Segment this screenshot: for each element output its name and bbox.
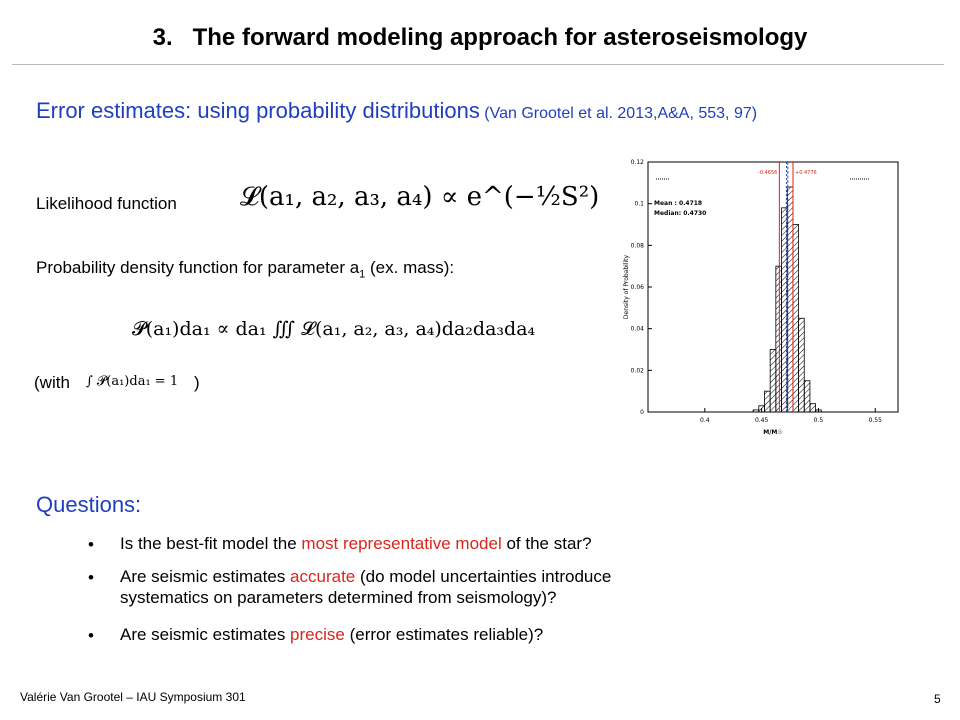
y-tick-label: 0.02	[631, 367, 645, 374]
y-tick-label: 0.12	[631, 159, 645, 166]
y-tick-label: 0.1	[634, 201, 644, 208]
likelihood-equation: 𝓛(a₁, a₂, a₃, a₄) ∝ e^(−½S²)	[240, 182, 600, 212]
with-open: (with	[34, 373, 70, 392]
histogram-bars	[752, 186, 822, 413]
normalization-equation: ∫ 𝓟(a₁)da₁ = 1	[86, 374, 179, 389]
question-1-highlight: most representative model	[301, 534, 502, 553]
histogram-bar	[803, 380, 811, 413]
section-heading: Error estimates: using probability distr…	[36, 98, 757, 124]
question-1-text: Is the best-fit model the	[120, 534, 302, 553]
question-1: Is the best-fit model the most represent…	[120, 533, 592, 554]
footer-author: Valérie Van Grootel – IAU Symposium 301	[20, 690, 246, 704]
x-tick-label: 0.5	[814, 417, 824, 424]
question-2-tail: (do model uncertainties introduce	[355, 567, 612, 586]
question-3-highlight: precise	[290, 625, 345, 644]
histogram-bar	[769, 349, 777, 413]
probability-histogram: 00.020.040.060.080.10.12 0.4 0.45 0.5 0.55 …	[623, 159, 899, 436]
y-axis-ticks: 0 0.02 0.04 0.06 0.08 0.1 0.12	[631, 159, 652, 416]
question-2: Are seismic estimates accurate (do model…	[120, 566, 611, 608]
y-tick-label: 0	[640, 409, 644, 416]
pdf-equation: 𝓟(a₁)da₁ ∝ da₁ ∭ 𝓛(a₁, a₂, a₃, a₄)da₂da₃…	[132, 318, 536, 340]
histogram-bar	[815, 409, 822, 413]
lower-bound-label: -0.4656	[758, 170, 777, 176]
histogram-bar	[775, 265, 782, 413]
y-axis-label: Density of Probability	[623, 254, 630, 319]
x-tick-label: 0.45	[755, 417, 769, 424]
y-tick-label: 0.04	[631, 326, 645, 333]
with-close: )	[194, 373, 200, 392]
heading-reference: (Van Grootel et al. 2013,A&A, 553, 97)	[479, 105, 758, 122]
title-divider	[12, 64, 944, 65]
pdf-label-text: Probability density function for paramet…	[36, 258, 360, 277]
pdf-label: Probability density function for paramet…	[36, 258, 454, 280]
x-axis-label: M/M☉	[763, 429, 783, 436]
y-tick-label: 0.06	[631, 284, 645, 291]
pdf-label-subscript: 1	[359, 268, 366, 281]
histogram-bar	[809, 403, 817, 413]
bullet-marker: •	[88, 568, 94, 587]
question-2-highlight: accurate	[290, 567, 356, 586]
histogram-bar	[758, 405, 765, 413]
question-2-line2: systematics on parameters determined fro…	[120, 588, 557, 607]
question-3-text: Are seismic estimates	[120, 625, 291, 644]
histogram-bar	[752, 409, 760, 413]
y-tick-label: 0.08	[631, 242, 645, 249]
likelihood-label: Likelihood function	[36, 194, 177, 213]
pdf-label-suffix: (ex. mass):	[365, 258, 455, 277]
question-3: Are seismic estimates precise (error est…	[120, 624, 543, 645]
median-label: Median: 0.4730	[654, 210, 706, 217]
heading-main: Error estimates: using probability distr…	[36, 98, 480, 123]
histogram-bar	[764, 390, 771, 413]
bullet-marker: •	[88, 626, 94, 645]
question-3-tail: (error estimates reliable)?	[344, 625, 544, 644]
reference-lines	[778, 162, 794, 412]
upper-bound-label: +0.4776	[795, 170, 817, 176]
mean-label: Mean : 0.4718	[654, 200, 702, 207]
x-tick-label: 0.55	[869, 417, 883, 424]
question-1-tail: of the star?	[501, 534, 592, 553]
histogram-bar	[792, 224, 799, 413]
page-number: 5	[934, 692, 941, 706]
bullet-marker: •	[88, 535, 94, 554]
question-2-text: Are seismic estimates	[120, 567, 291, 586]
x-tick-label: 0.4	[700, 417, 710, 424]
questions-title: Questions:	[36, 492, 142, 517]
slide-title: 3. The forward modeling approach for ast…	[152, 24, 808, 51]
histogram-bar	[798, 317, 805, 413]
